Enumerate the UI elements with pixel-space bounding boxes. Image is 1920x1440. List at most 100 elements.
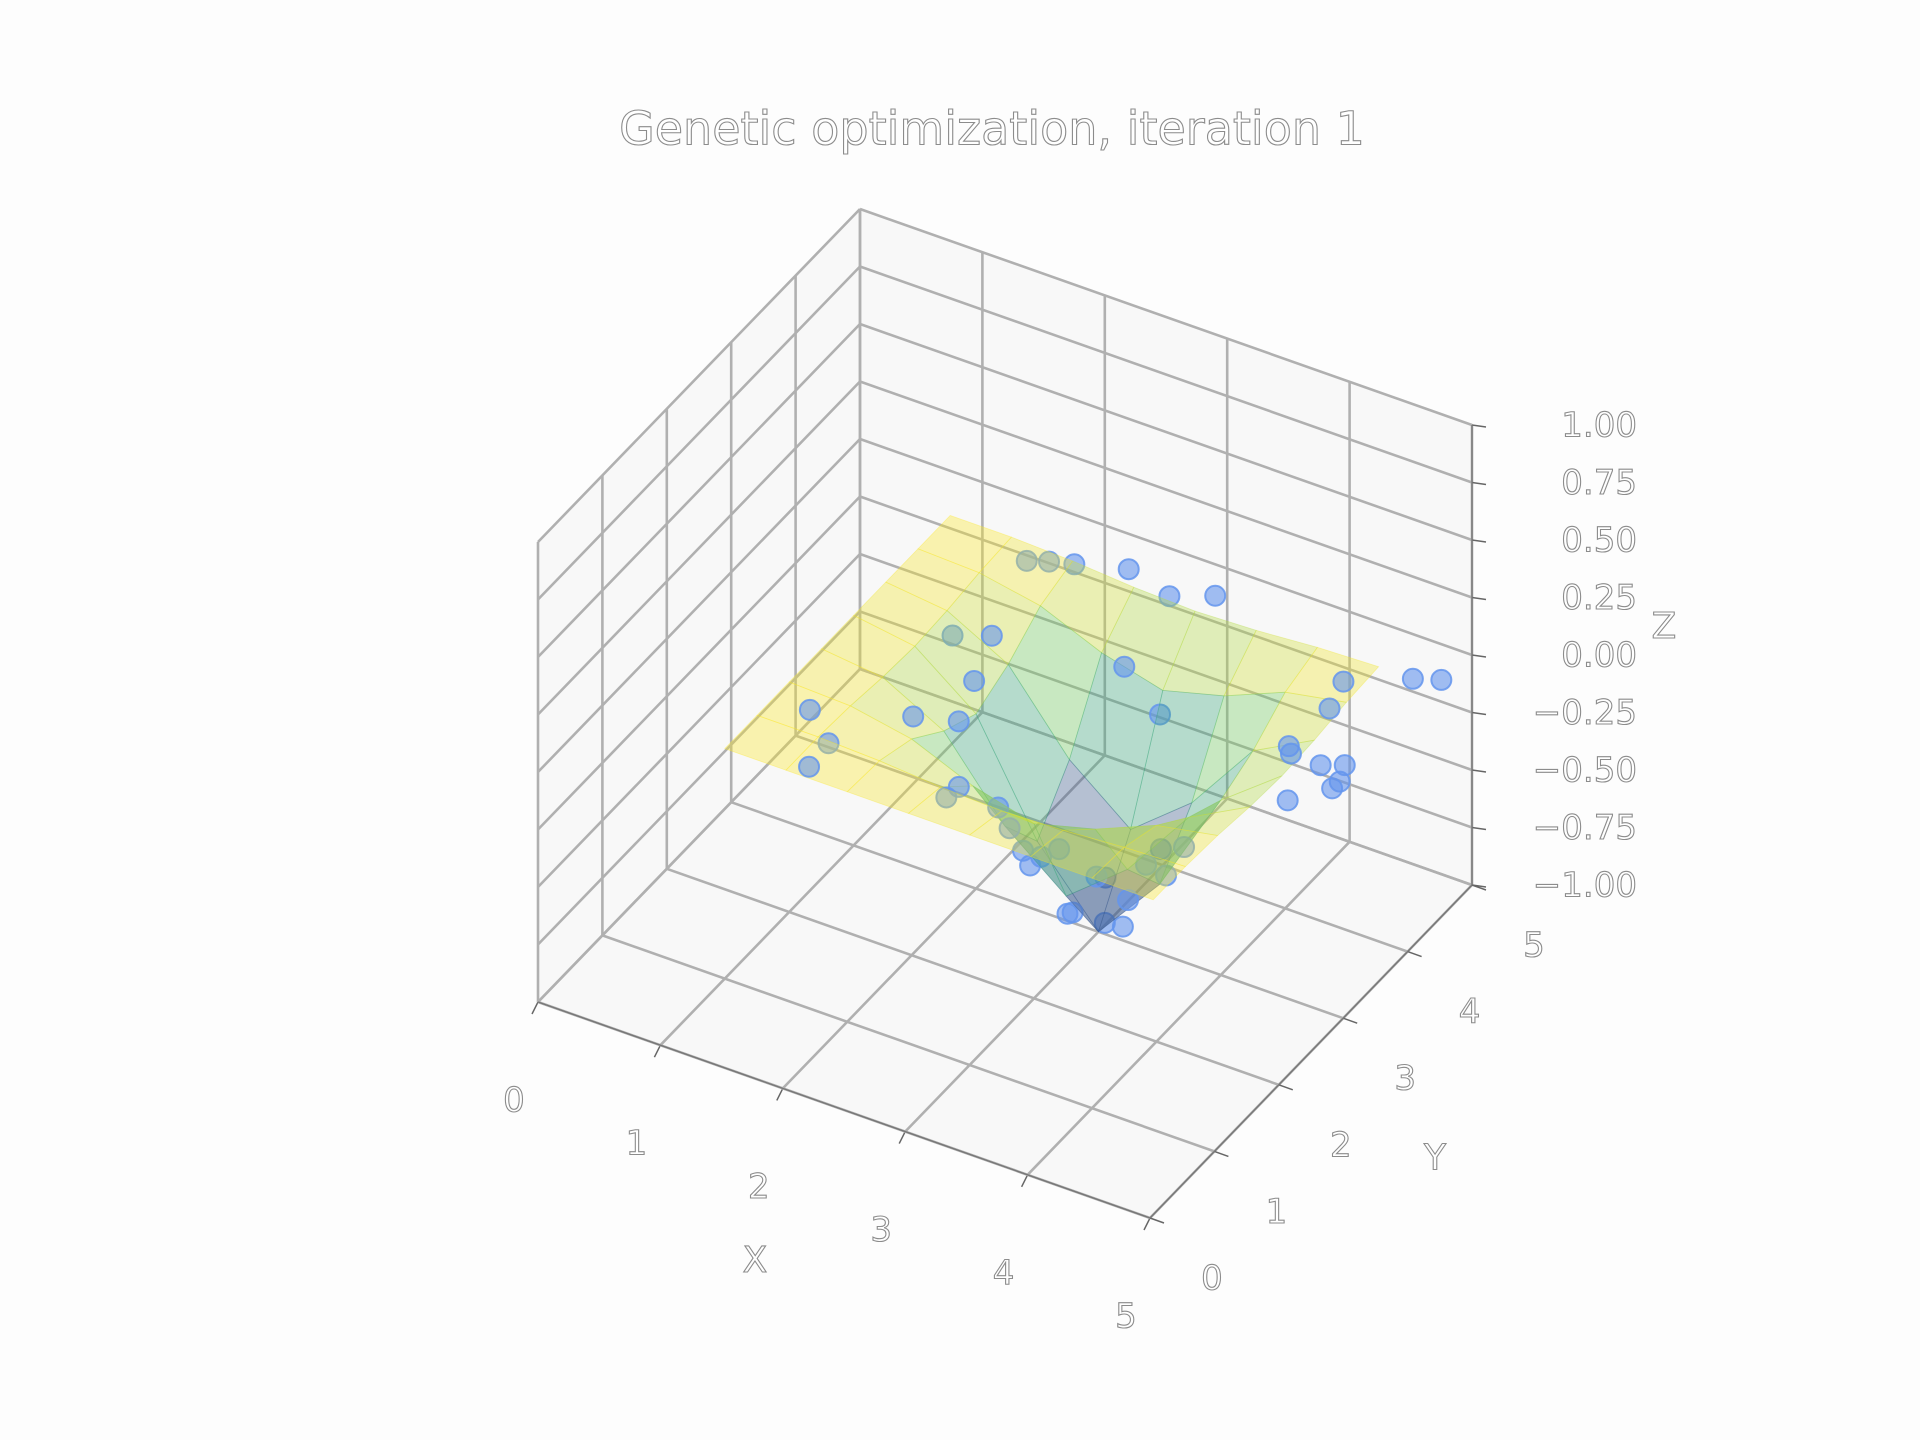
surface-patch — [1029, 829, 1125, 879]
x-tick-label: 0 — [503, 1081, 525, 1121]
surface-patch — [1068, 652, 1164, 831]
scatter-point — [1149, 703, 1172, 726]
surface-patch — [1130, 689, 1225, 831]
scatter-point — [1085, 865, 1108, 888]
scatter-point — [1015, 549, 1038, 572]
grid-line — [537, 438, 861, 773]
scatter-point — [1063, 553, 1086, 576]
scatter-point — [935, 786, 958, 809]
grid-line — [537, 380, 861, 716]
surface-patch — [785, 736, 881, 793]
scatter-point — [1318, 697, 1341, 720]
grid-line — [859, 667, 1473, 887]
scatter-point — [1030, 845, 1053, 868]
grid-line — [781, 754, 1106, 1090]
surface-patch — [852, 581, 948, 647]
tick-mark — [1342, 1017, 1358, 1024]
surface-patch — [907, 786, 1003, 836]
scatter-point — [998, 817, 1021, 840]
tick-mark — [1278, 1084, 1294, 1091]
y-tick-label: 1 — [1266, 1192, 1288, 1232]
scatter-point — [1309, 754, 1332, 777]
x-axis-label: X — [743, 1240, 768, 1281]
surface-patch — [914, 610, 1009, 715]
tick-mark — [1471, 596, 1487, 601]
scatter-point — [1117, 889, 1140, 912]
tick-mark — [1020, 1174, 1029, 1188]
surface-patch — [1223, 629, 1319, 697]
scatter-point — [1401, 667, 1424, 690]
scatter-point — [980, 624, 1003, 647]
tick-mark — [1407, 950, 1422, 958]
surface-patch — [1123, 824, 1219, 867]
surface-patch — [1094, 817, 1189, 870]
scatter-point — [941, 624, 964, 647]
y-tick-label: 2 — [1330, 1125, 1352, 1165]
tick-mark — [898, 1131, 906, 1144]
grid-line — [859, 552, 1473, 772]
scatter-point — [987, 796, 1010, 819]
tick-mark — [531, 1001, 539, 1015]
x-tick-label: 2 — [748, 1167, 770, 1207]
scatter-point — [947, 710, 970, 733]
y-tick-label: 0 — [1201, 1259, 1223, 1299]
tick-mark — [1214, 1150, 1229, 1158]
grid-line — [859, 380, 1473, 599]
surface-patch — [1126, 799, 1222, 885]
grid-line — [859, 322, 1473, 542]
grid-line — [666, 867, 1280, 1087]
grid-line — [659, 711, 984, 1047]
tick-mark — [1471, 654, 1487, 658]
grid-line — [537, 495, 861, 831]
z-tick-label: 0.50 — [1561, 521, 1637, 561]
grid-line — [537, 265, 861, 601]
scatter-point — [1111, 915, 1134, 938]
surface-patch — [1091, 846, 1187, 901]
scatter-point — [1149, 838, 1172, 861]
x-tick-label: 1 — [626, 1124, 648, 1164]
grid-line — [537, 208, 861, 543]
surface-patch — [820, 614, 916, 678]
tick-mark — [1471, 769, 1487, 773]
grid-line — [730, 800, 1344, 1020]
scatter-point — [1173, 836, 1196, 859]
x-tick-label: 3 — [870, 1210, 892, 1250]
z-tick-label: −0.75 — [1533, 808, 1637, 848]
chart-title: Genetic optimization, iteration 1 — [619, 102, 1365, 156]
tick-mark — [1471, 481, 1487, 486]
grid-line — [859, 265, 1473, 484]
surface-patch — [1191, 691, 1286, 804]
z-tick-label: 1.00 — [1561, 406, 1637, 446]
surface-patch — [1033, 823, 1129, 897]
tick-mark — [1471, 711, 1487, 716]
y-tick-label: 3 — [1394, 1059, 1416, 1099]
surface-patch — [788, 648, 884, 707]
grid-line — [537, 610, 861, 946]
scatter-point — [1332, 670, 1355, 693]
tick-mark — [776, 1088, 784, 1101]
tick-mark — [1143, 1217, 1151, 1231]
tick-mark — [1471, 826, 1487, 831]
grid-line — [859, 437, 1473, 657]
grid-line — [537, 668, 861, 1003]
tick-mark — [1471, 539, 1487, 543]
grid-line — [537, 553, 861, 888]
surface-patch — [817, 705, 913, 762]
surface-patch — [946, 572, 1041, 666]
axis-line — [537, 1001, 1151, 1219]
scatter-point — [1113, 655, 1136, 678]
z-tick-label: −0.25 — [1533, 693, 1637, 733]
pane-floor — [538, 669, 1472, 1218]
z-axis-label: Z — [1652, 606, 1677, 647]
z-tick-label: 0.00 — [1561, 636, 1637, 676]
surface-patch — [1001, 810, 1096, 831]
scatter-point — [1048, 838, 1071, 861]
scatter-point — [1158, 585, 1181, 608]
tick-mark — [1471, 424, 1487, 428]
scatter-point — [1430, 668, 1453, 691]
grid-line — [795, 734, 1409, 953]
grid-line — [859, 207, 1473, 427]
grid-line — [904, 797, 1229, 1133]
